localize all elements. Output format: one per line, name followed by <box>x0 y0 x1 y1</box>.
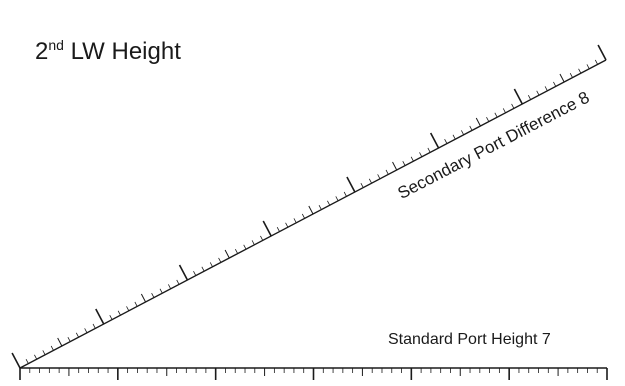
diagonal-minor-tick <box>318 204 322 210</box>
diagonal-minor-tick <box>527 94 532 100</box>
title-rest: LW Height <box>70 38 181 65</box>
diagonal-minor-tick <box>569 72 573 78</box>
diagonal-minor-tick <box>159 288 163 294</box>
horizontal-scale <box>19 367 608 380</box>
diagonal-minor-tick <box>92 323 96 329</box>
diagonal-minor-tick <box>84 328 88 333</box>
diagonal-mid-tick <box>475 117 481 127</box>
diagonal-minor-tick <box>486 116 490 122</box>
diagonal-mid-tick <box>140 293 147 303</box>
diagonal-minor-tick <box>360 182 364 188</box>
diagonal-minor-tick <box>301 213 305 219</box>
diagonal-minor-tick <box>469 125 473 131</box>
diagonal-minor-tick <box>193 270 197 276</box>
diagonal-minor-tick <box>594 59 598 65</box>
diagonal-major-tick <box>597 44 607 61</box>
diagonal-minor-tick <box>126 306 130 311</box>
diagonal-minor-tick <box>67 336 71 342</box>
diagonal-minor-tick <box>25 358 29 364</box>
diagonal-minor-tick <box>494 112 498 118</box>
diagonal-minor-tick <box>402 160 406 166</box>
diagonal-minor-tick <box>218 257 222 263</box>
diagonal-minor-tick <box>452 134 456 140</box>
diagonal-minor-tick <box>168 284 172 289</box>
diagonal-minor-tick <box>134 301 138 307</box>
diagonal-minor-tick <box>502 108 506 113</box>
diagonal-minor-tick <box>234 248 239 254</box>
diagonal-minor-tick <box>34 354 38 360</box>
diagonal-mid-tick <box>57 337 63 347</box>
diagonal-scale <box>11 44 607 369</box>
diagonal-major-tick <box>178 264 189 281</box>
diagonal-major-tick <box>346 176 356 193</box>
diagonal-minor-tick <box>586 64 590 69</box>
diagonal-minor-tick <box>50 345 54 351</box>
diagonal-minor-tick <box>109 314 113 320</box>
diagonal-minor-tick <box>285 222 289 228</box>
title-superscript: nd <box>48 37 64 53</box>
diagonal-minor-tick <box>419 152 423 157</box>
diagonal-minor-tick <box>368 178 372 184</box>
diagonal-minor-tick <box>293 218 297 223</box>
horizontal-scale-label: Standard Port Height 7 <box>388 331 551 348</box>
diagonal-minor-tick <box>260 235 264 241</box>
diagonal-mid-tick <box>308 205 314 215</box>
diagonal-minor-tick <box>536 90 540 96</box>
diagonal-mid-tick <box>224 249 230 259</box>
diagonal-minor-tick <box>151 292 155 298</box>
diagonal-minor-tick <box>343 191 347 197</box>
diagonal-major-tick <box>513 88 523 105</box>
diagonal-minor-tick <box>209 262 213 267</box>
diagonal-minor-tick <box>511 103 515 109</box>
page-title: 2nd LW Height <box>35 37 181 65</box>
diagonal-minor-tick <box>251 240 255 245</box>
diagonal-minor-tick <box>117 310 121 316</box>
diagonal-major-tick <box>95 308 105 325</box>
diagonal-minor-tick <box>427 147 431 153</box>
diagonal-minor-tick <box>42 350 46 355</box>
diagonal-major-tick <box>11 352 21 369</box>
diagonal-minor-tick <box>578 68 582 74</box>
diagonal-mid-tick <box>392 161 398 171</box>
diagonal-major-tick <box>262 220 272 237</box>
diagonal-minor-tick <box>385 169 389 175</box>
diagonal-mid-tick <box>559 73 565 83</box>
diagonal-minor-tick <box>327 200 331 206</box>
diagonal-minor-tick <box>243 244 247 250</box>
diagonal-minor-tick <box>410 156 414 162</box>
diagonal-major-tick <box>429 132 440 149</box>
diagonal-minor-tick <box>444 138 448 144</box>
diagonal-minor-tick <box>544 86 548 91</box>
title-prefix: 2 <box>35 38 49 65</box>
diagonal-minor-tick <box>461 130 465 135</box>
diagonal-minor-tick <box>75 332 79 338</box>
diagonal-minor-tick <box>377 174 381 179</box>
diagonal-minor-tick <box>276 226 280 232</box>
diagonal-minor-tick <box>201 266 205 272</box>
diagonal-minor-tick <box>176 279 180 285</box>
diagonal-minor-tick <box>553 81 557 87</box>
diagonal-minor-tick <box>335 196 339 201</box>
